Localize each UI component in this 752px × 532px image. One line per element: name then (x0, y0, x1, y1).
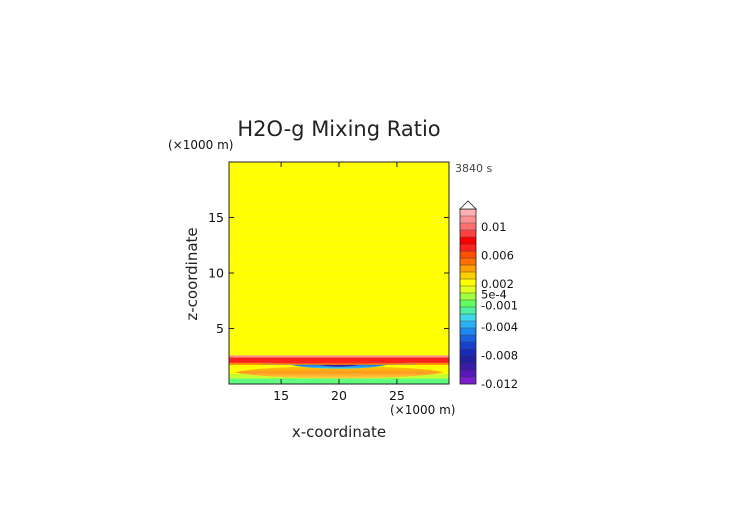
colorbar-segment (460, 286, 476, 294)
colorbar-segment (460, 370, 476, 378)
colorbar-segment (460, 279, 476, 287)
colorbar-segment (460, 307, 476, 315)
y-unit-label: (×1000 m) (168, 138, 233, 152)
colorbar-segment (460, 209, 476, 217)
colorbar-segment (460, 300, 476, 308)
x-unit-label: (×1000 m) (390, 403, 455, 417)
colorbar-segment (460, 342, 476, 350)
x-axis: 15 20 25 (273, 162, 405, 403)
colorbar-segment (460, 272, 476, 280)
plot-area (229, 162, 449, 384)
colorbar-segment (460, 237, 476, 245)
time-label: 3840 s (455, 162, 492, 175)
colorbar-segment (460, 356, 476, 364)
colorbar-segment (460, 251, 476, 259)
x-tick-label: 25 (389, 388, 405, 403)
upper-moist-band (229, 357, 449, 365)
y-tick-label: 15 (208, 210, 224, 225)
colorbar-label: 5e-4 (481, 288, 507, 302)
field-background (229, 162, 449, 384)
colorbar-label: 0.01 (481, 220, 507, 234)
colorbar-label: -0.001 (481, 298, 518, 312)
colorbar-segment (460, 216, 476, 224)
colorbar-segment (460, 377, 476, 385)
y-tick-label: 5 (216, 321, 224, 336)
colorbar-segment (460, 335, 476, 343)
chart-title: H2O-g Mixing Ratio (237, 117, 440, 141)
x-axis-label: x-coordinate (292, 423, 386, 441)
x-tick-label: 15 (273, 388, 289, 403)
y-axis-label: z-coordinate (183, 227, 201, 320)
upper-band-lower-edge (229, 362, 449, 365)
colorbar-label: -0.004 (481, 320, 518, 334)
y-tick-label: 10 (208, 266, 224, 281)
colorbar-extend-arrow (459, 200, 477, 210)
colorbar-segment (460, 349, 476, 357)
colorbar-segment (460, 244, 476, 252)
colorbar-label: -0.008 (481, 348, 518, 362)
colorbar-segment (460, 265, 476, 273)
colorbar-segment (460, 223, 476, 231)
colorbar-label: 0.002 (481, 277, 514, 291)
x-tick-label: 20 (331, 388, 347, 403)
colorbar-segment (460, 321, 476, 329)
colorbar-segment (460, 230, 476, 238)
y-axis: 5 10 15 (208, 210, 449, 336)
colorbar-segment (460, 314, 476, 322)
colorbar-segment (460, 363, 476, 371)
colorbar-segment (460, 293, 476, 301)
colorbar-label: -0.012 (481, 377, 518, 391)
colorbar-label: 0.006 (481, 248, 514, 262)
colorbar-segment (460, 328, 476, 336)
moist-lens (234, 366, 444, 379)
upper-band-edge (229, 355, 449, 358)
colorbar-segment (460, 258, 476, 266)
